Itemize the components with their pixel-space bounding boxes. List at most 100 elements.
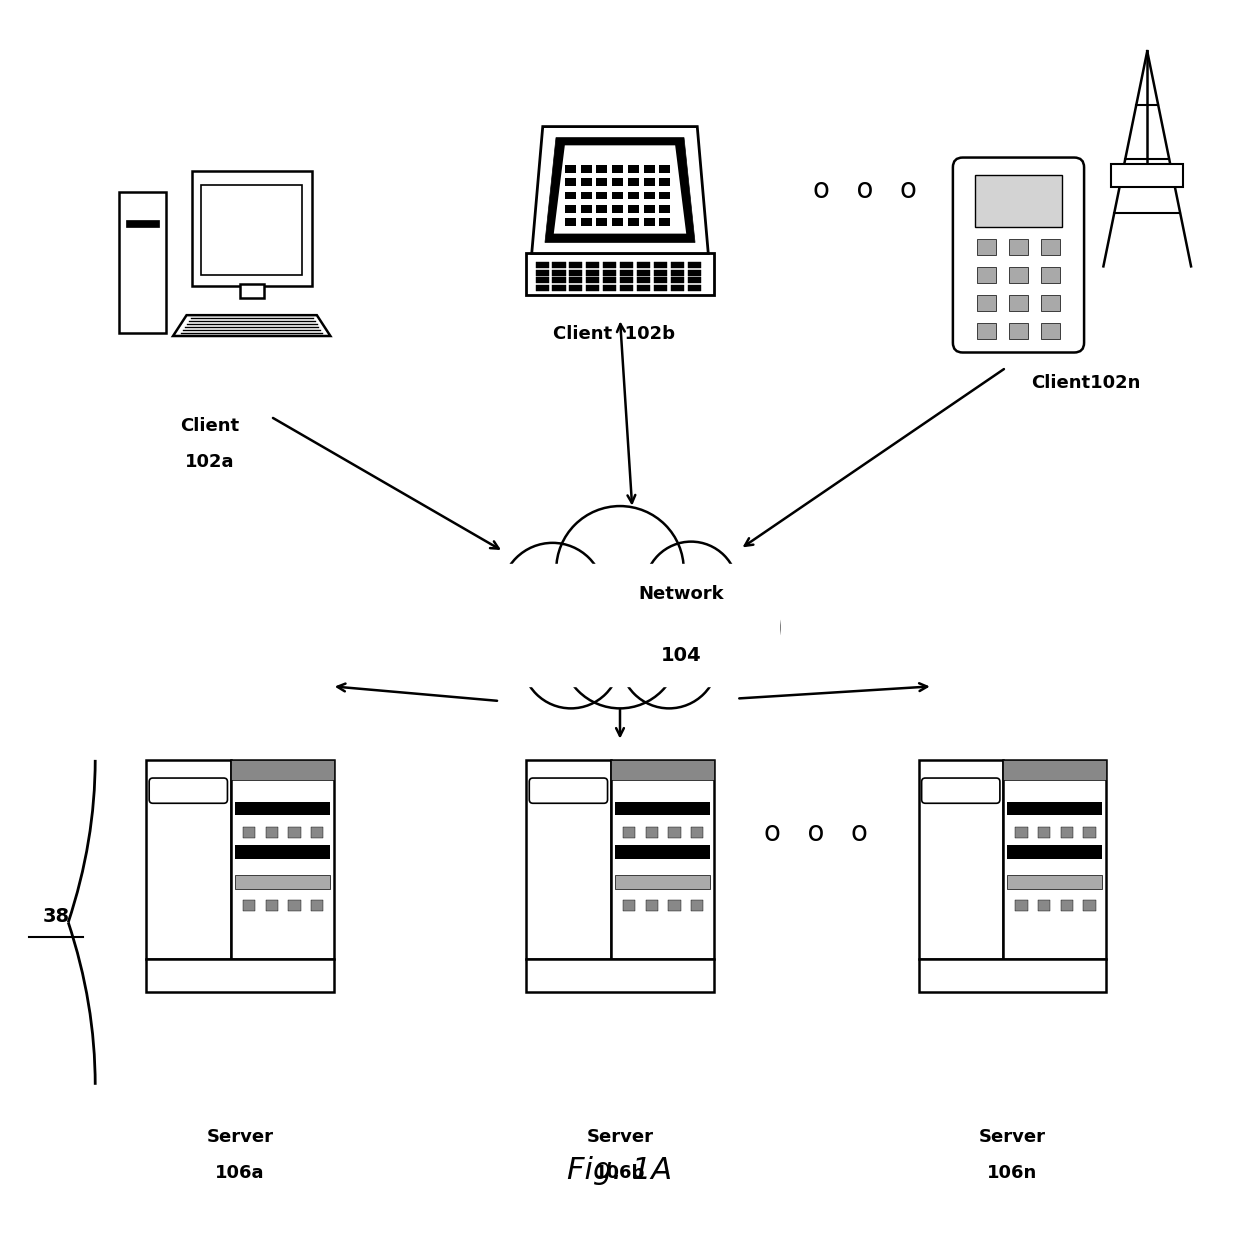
Bar: [622, 900, 635, 911]
Circle shape: [522, 610, 620, 709]
Bar: [126, 220, 159, 228]
Bar: [1009, 239, 1028, 255]
Bar: [603, 261, 616, 268]
Bar: [1060, 826, 1073, 838]
Text: 106a: 106a: [216, 1165, 264, 1182]
Bar: [653, 278, 667, 284]
Bar: [580, 205, 591, 212]
Bar: [644, 191, 655, 200]
Bar: [536, 278, 549, 284]
Bar: [569, 270, 583, 275]
Bar: [569, 278, 583, 284]
Bar: [1084, 826, 1096, 838]
FancyBboxPatch shape: [146, 959, 334, 992]
Circle shape: [562, 591, 678, 709]
Bar: [660, 219, 671, 226]
Bar: [243, 900, 255, 911]
Bar: [596, 179, 608, 186]
Bar: [587, 261, 599, 268]
Bar: [565, 219, 575, 226]
Bar: [671, 261, 683, 268]
FancyBboxPatch shape: [610, 760, 714, 959]
Bar: [596, 165, 608, 172]
Bar: [660, 205, 671, 212]
FancyBboxPatch shape: [526, 760, 610, 959]
Bar: [644, 205, 655, 212]
Bar: [1016, 826, 1028, 838]
Bar: [637, 278, 650, 284]
Bar: [1040, 268, 1060, 282]
Bar: [239, 284, 264, 299]
Text: Network: Network: [639, 585, 724, 604]
Bar: [1040, 295, 1060, 311]
Text: 106n: 106n: [987, 1165, 1038, 1182]
FancyBboxPatch shape: [119, 192, 166, 332]
Bar: [234, 875, 330, 889]
Bar: [587, 278, 599, 284]
Bar: [646, 826, 658, 838]
Bar: [231, 760, 334, 780]
Circle shape: [557, 506, 683, 634]
Bar: [553, 261, 565, 268]
Bar: [687, 278, 701, 284]
Bar: [613, 179, 624, 186]
Bar: [977, 239, 996, 255]
Circle shape: [463, 585, 557, 678]
Bar: [627, 165, 639, 172]
Bar: [603, 278, 616, 284]
Bar: [691, 900, 703, 911]
Bar: [580, 191, 591, 200]
Bar: [243, 826, 255, 838]
Bar: [1009, 268, 1028, 282]
Bar: [580, 219, 591, 226]
Bar: [587, 270, 599, 275]
Bar: [1040, 322, 1060, 339]
Text: 104: 104: [661, 646, 702, 665]
Bar: [536, 270, 549, 275]
Text: 106b: 106b: [595, 1165, 645, 1182]
Bar: [1038, 900, 1050, 911]
Bar: [1003, 760, 1106, 780]
Bar: [668, 826, 681, 838]
Text: Server: Server: [587, 1128, 653, 1146]
Bar: [553, 285, 565, 291]
Bar: [637, 261, 650, 268]
Bar: [289, 900, 300, 911]
Circle shape: [501, 542, 604, 646]
Text: Client: Client: [180, 416, 239, 435]
FancyBboxPatch shape: [526, 254, 714, 295]
Text: Client  102b: Client 102b: [553, 325, 675, 342]
Bar: [653, 285, 667, 291]
Bar: [687, 261, 701, 268]
Bar: [687, 285, 701, 291]
Bar: [660, 165, 671, 172]
Bar: [977, 322, 996, 339]
FancyBboxPatch shape: [919, 959, 1106, 992]
FancyBboxPatch shape: [921, 778, 999, 804]
Bar: [644, 179, 655, 186]
Bar: [565, 205, 575, 212]
Bar: [613, 165, 624, 172]
FancyBboxPatch shape: [231, 760, 334, 959]
Bar: [644, 219, 655, 226]
Bar: [660, 191, 671, 200]
Bar: [596, 205, 608, 212]
FancyBboxPatch shape: [526, 959, 714, 992]
Bar: [265, 900, 278, 911]
Bar: [587, 285, 599, 291]
Bar: [620, 285, 634, 291]
Circle shape: [645, 541, 738, 635]
Bar: [1009, 322, 1028, 339]
Circle shape: [620, 610, 718, 709]
Bar: [1060, 900, 1073, 911]
Bar: [627, 191, 639, 200]
Bar: [613, 219, 624, 226]
Text: Server: Server: [206, 1128, 273, 1146]
FancyBboxPatch shape: [1003, 760, 1106, 959]
Bar: [613, 205, 624, 212]
Bar: [671, 270, 683, 275]
Bar: [977, 295, 996, 311]
Bar: [653, 270, 667, 275]
Bar: [620, 278, 634, 284]
Text: o   o   o: o o o: [764, 820, 868, 848]
